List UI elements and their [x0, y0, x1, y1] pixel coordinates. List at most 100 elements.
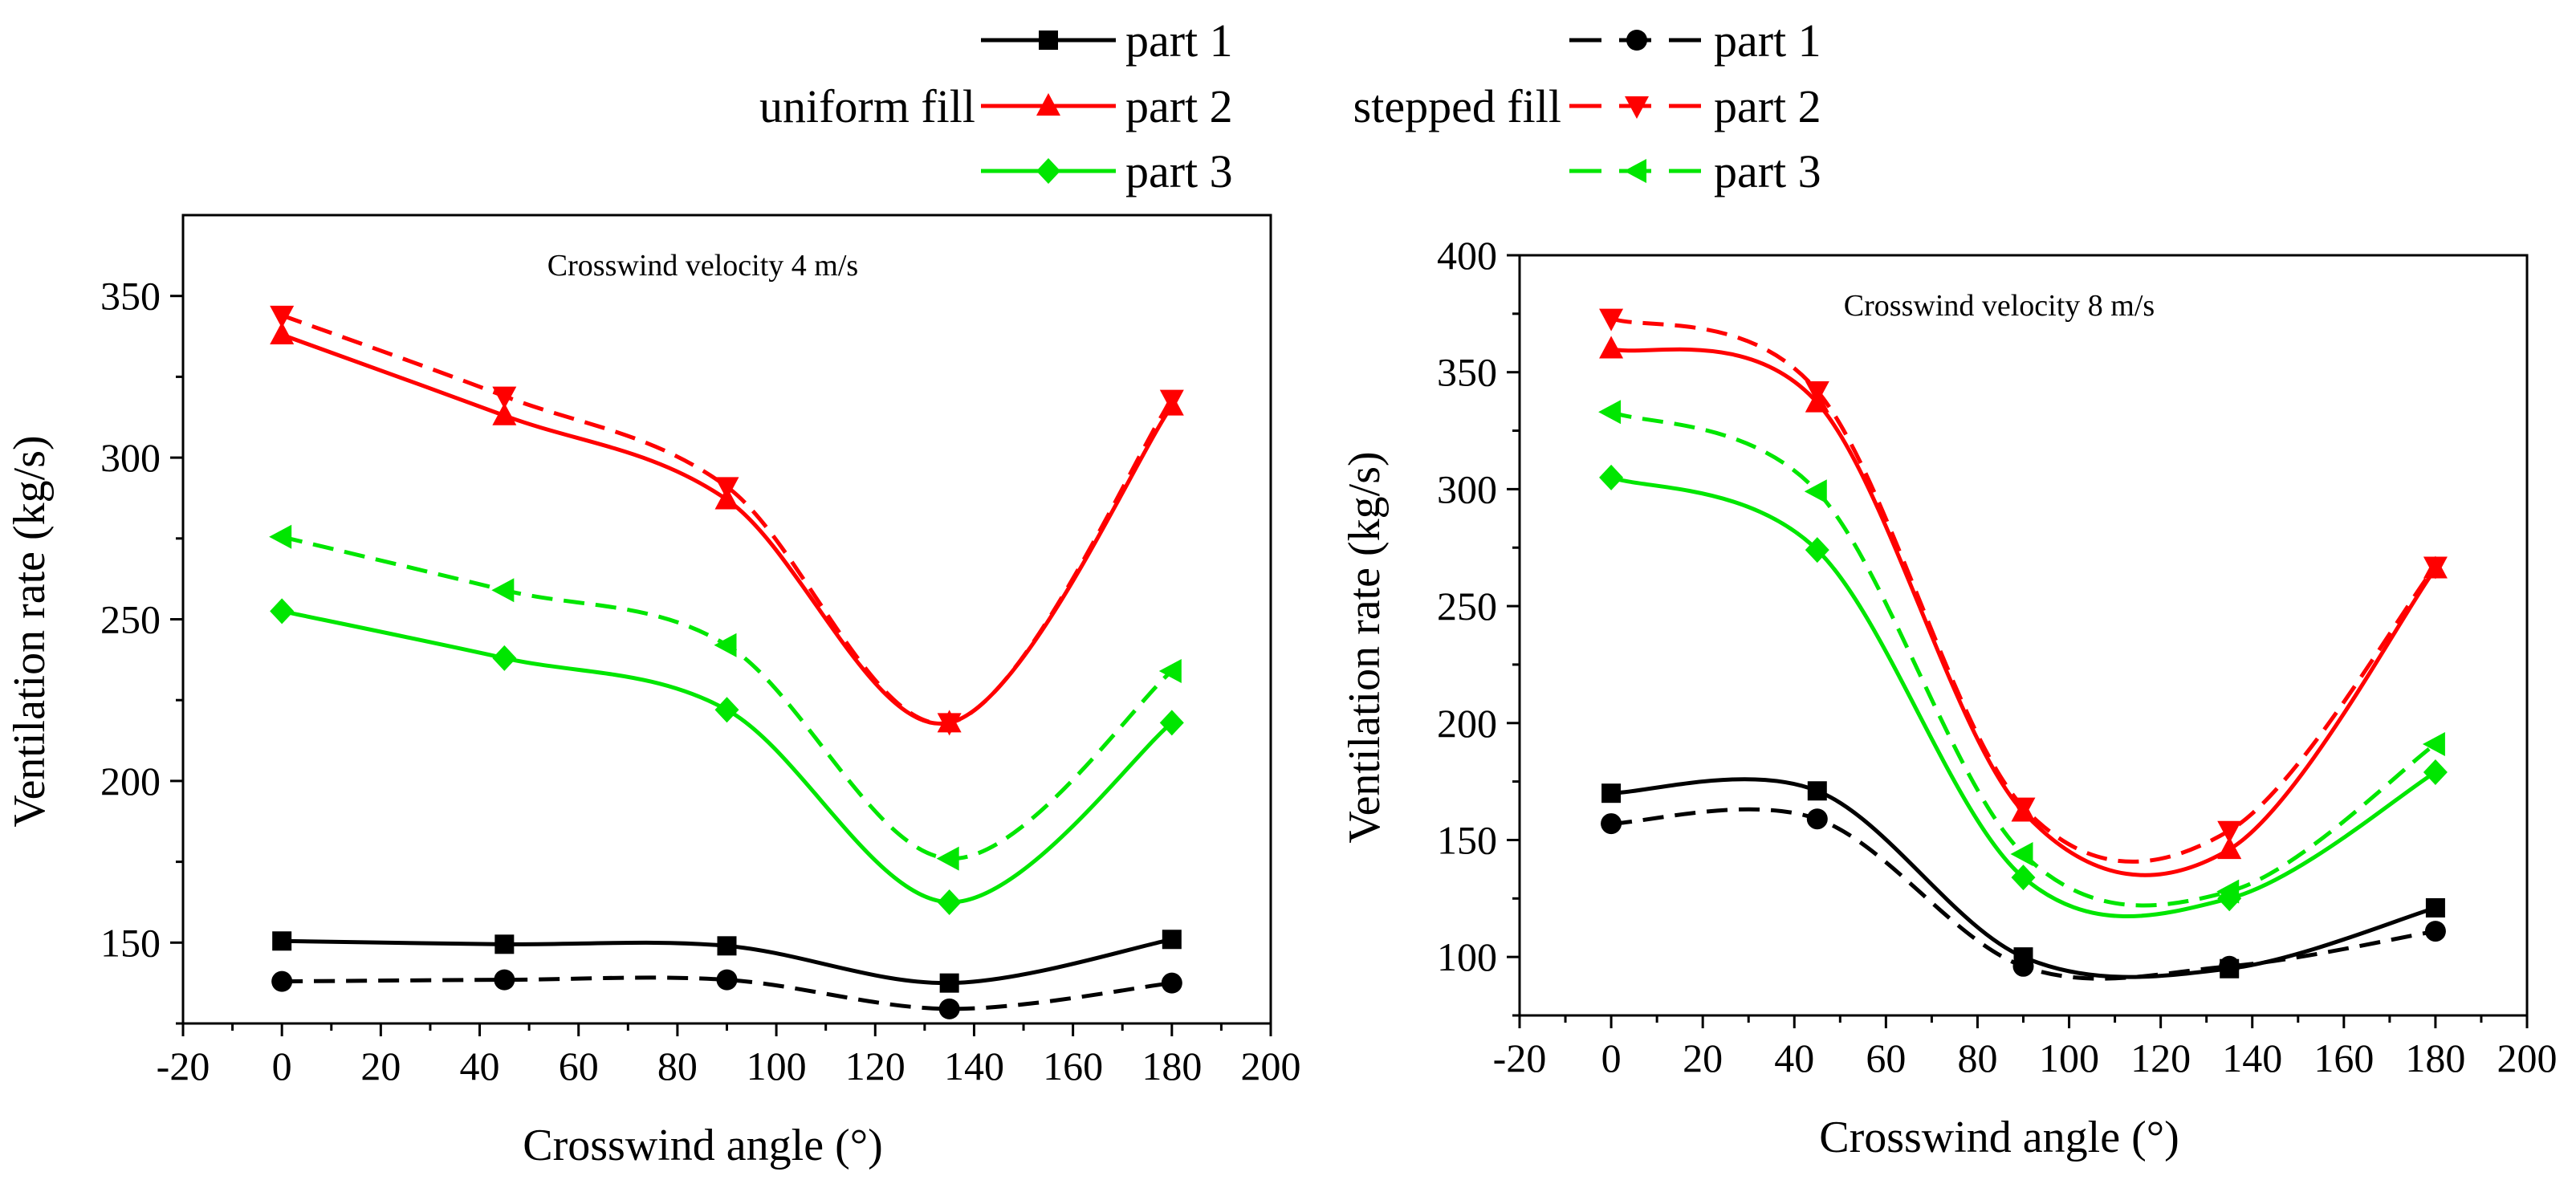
- legend-marker: [1036, 93, 1060, 116]
- chart-panel-crosswind-4: -20 0 20 40 60 80 100 120 140 160 180 200 150 200 250 3…: [5, 214, 1301, 1170]
- legend-entry-stepped-part3: part 3: [1569, 145, 1821, 197]
- x-tick-label: 20: [1683, 1035, 1723, 1080]
- data-point: [492, 402, 517, 425]
- x-tick-label: 140: [2222, 1035, 2282, 1080]
- legend-label: part 2: [1714, 80, 1821, 132]
- x-tick-label: 80: [657, 1044, 698, 1088]
- legend-uniform-label: uniform fill: [759, 80, 975, 132]
- data-point: [491, 578, 515, 603]
- series-line: [1610, 475, 2437, 919]
- data-point: [272, 931, 292, 951]
- x-tick-label: 180: [1141, 1044, 1202, 1088]
- legend-marker: [1625, 96, 1649, 119]
- data-point: [1162, 930, 1182, 950]
- legend-label: part 3: [1714, 145, 1821, 197]
- x-tick-label: 40: [460, 1044, 500, 1088]
- y-tick-label: 400: [1437, 233, 1497, 278]
- x-tick-label: -20: [1493, 1035, 1547, 1080]
- series-uniform-part2: [270, 322, 1184, 733]
- data-point: [2422, 731, 2445, 756]
- y-tick-label: 250: [1437, 584, 1497, 629]
- y-tick-label: 350: [1437, 350, 1497, 395]
- legend-marker: [1039, 31, 1058, 50]
- series-stepped-part1: [1601, 807, 2446, 981]
- legend-entries: part 1 part 2 part 3 part 1 part 2 part 3: [981, 14, 1821, 197]
- data-point: [1601, 783, 1622, 804]
- series-uniform-part3: [270, 598, 1184, 915]
- series-line: [281, 608, 1174, 905]
- legend-label: part 1: [1125, 14, 1233, 67]
- series-stepped-part2: [270, 305, 1184, 736]
- data-point: [494, 934, 515, 954]
- data-point: [270, 322, 295, 345]
- x-tick-label: 160: [1043, 1044, 1103, 1088]
- data-point: [1159, 389, 1184, 413]
- x-tick-label: 200: [1241, 1044, 1301, 1088]
- data-point: [936, 846, 959, 871]
- data-point: [1805, 537, 1829, 564]
- series-line: [282, 975, 1173, 1011]
- data-point: [2217, 836, 2242, 860]
- data-point: [492, 645, 517, 671]
- series-stepped-part3: [1598, 400, 2445, 908]
- legend-marker: [1626, 30, 1647, 51]
- series-line: [281, 535, 1174, 861]
- legend-entry-uniform-part3: part 3: [981, 145, 1233, 197]
- data-point: [1807, 781, 1827, 801]
- x-tick-label: 140: [944, 1044, 1004, 1088]
- data-point: [2010, 841, 2033, 866]
- legend-label: part 3: [1125, 145, 1233, 197]
- y-tick-label: 150: [1437, 817, 1497, 862]
- data-point: [492, 386, 517, 409]
- x-tick-label: -20: [157, 1044, 210, 1088]
- series-line: [1610, 316, 2437, 864]
- data-point: [2219, 955, 2240, 977]
- legend-entry-stepped-part2: part 2: [1569, 80, 1821, 132]
- series-stepped-part3: [269, 524, 1182, 871]
- data-point: [2011, 865, 2036, 891]
- series-line: [281, 332, 1174, 726]
- data-point: [2012, 955, 2034, 977]
- y-axis-title: Ventilation rate (kg/s): [5, 435, 55, 827]
- y-tick-label: 150: [100, 920, 161, 965]
- data-point: [1805, 381, 1829, 405]
- y-tick-label: 300: [100, 435, 161, 480]
- data-point: [716, 969, 738, 991]
- series-stepped-part1: [271, 969, 1182, 1019]
- data-point: [938, 998, 960, 1019]
- data-point: [2425, 897, 2445, 917]
- data-point: [714, 697, 739, 723]
- y-axis-title: Ventilation rate (kg/s): [1340, 451, 1390, 843]
- data-point: [1161, 972, 1182, 994]
- y-tick-label: 350: [100, 274, 161, 319]
- x-axis-title: Crosswind angle (°): [523, 1121, 883, 1170]
- series-uniform-part2: [1599, 336, 2448, 877]
- x-tick-label: 80: [1957, 1035, 1997, 1080]
- data-point: [2216, 879, 2240, 904]
- x-tick-label: 100: [747, 1044, 807, 1088]
- data-point: [1806, 808, 1828, 830]
- legend-entry-uniform-part1: part 1: [981, 14, 1233, 67]
- series-line: [281, 313, 1174, 726]
- x-axis-title: Crosswind angle (°): [1819, 1113, 2179, 1162]
- series-line: [1610, 409, 2437, 908]
- x-tick-label: 60: [1866, 1035, 1906, 1080]
- series-stepped-part2: [1599, 308, 2448, 864]
- plot-frame: [1518, 254, 2529, 1017]
- y-tick-label: 300: [1437, 466, 1497, 511]
- x-tick-label: 40: [1774, 1035, 1814, 1080]
- x-tick-label: 120: [845, 1044, 905, 1088]
- panel-title: Crosswind velocity 4 m/s: [547, 249, 858, 283]
- y-tick-label: 200: [100, 759, 161, 804]
- legend-marker: [1036, 158, 1060, 184]
- data-point: [2217, 820, 2242, 844]
- data-point: [2423, 556, 2448, 580]
- series-uniform-part1: [272, 930, 1182, 993]
- x-tick-label: 180: [2405, 1035, 2465, 1080]
- data-point: [1598, 400, 1622, 425]
- series-line: [1610, 347, 2437, 877]
- y-tick-label: 200: [1437, 701, 1497, 746]
- data-point: [714, 633, 737, 657]
